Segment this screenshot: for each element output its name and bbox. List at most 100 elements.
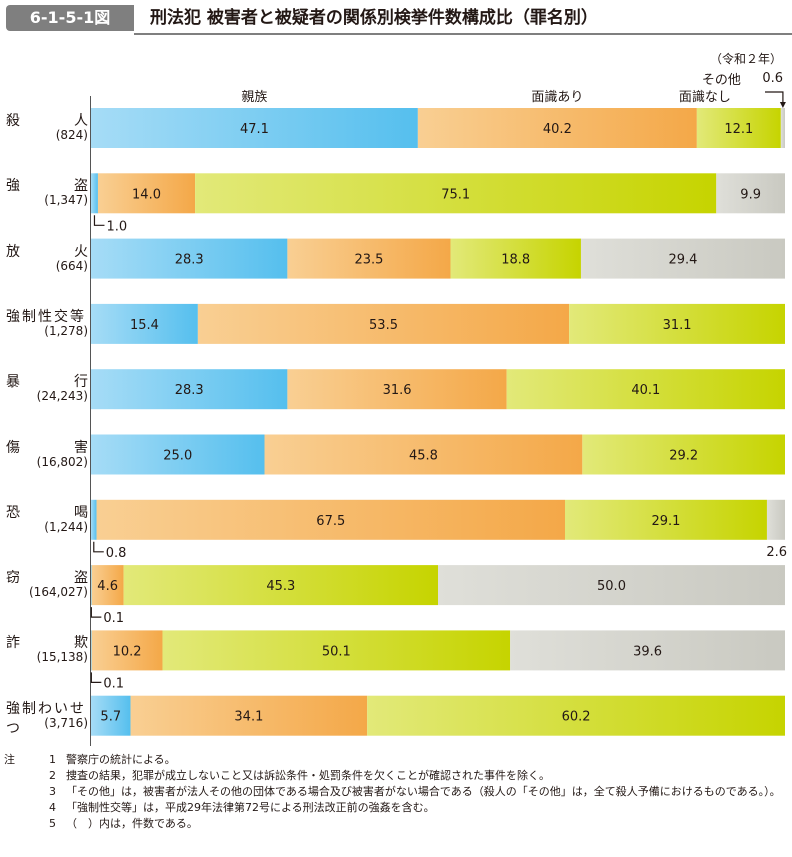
- bar-segment: [96, 499, 566, 540]
- note-text: （ ）内は，件数である。: [66, 817, 198, 830]
- note-text: 警察庁の統計による。: [66, 753, 176, 766]
- bar-segment: [367, 695, 785, 736]
- category-name: 強盗: [6, 178, 88, 195]
- category-name: 恐喝: [6, 504, 88, 521]
- bar-segment: [565, 499, 767, 540]
- bar-segment: [91, 565, 124, 606]
- bar-value-label: 45.3: [266, 579, 295, 594]
- callout-label: 0.6: [762, 71, 783, 86]
- bar-segment: [91, 630, 163, 671]
- bar-segment: [91, 173, 98, 214]
- bar-segment: [91, 108, 418, 148]
- callout-leader: [93, 215, 105, 226]
- legend-label-stranger: 面識なし: [679, 90, 731, 105]
- bar-segment: [130, 695, 368, 736]
- note-number: 3: [49, 785, 56, 798]
- bar-value-label: 29.2: [669, 449, 698, 464]
- bar-segment: [264, 434, 583, 475]
- note-row: 2 捜査の結果，犯罪が成立しないこと又は訴訟条件・処罰条件を欠くことが確認された…: [4, 768, 788, 784]
- figure-title: 刑法犯 被害者と被疑者の関係別検挙件数構成比（罪名別）: [150, 8, 598, 28]
- bar-value-label: 29.4: [669, 253, 698, 268]
- bar-segment: [195, 173, 717, 214]
- category-name: 放火: [6, 243, 88, 260]
- category-count: (824): [55, 128, 88, 142]
- bar-value-label: 31.6: [383, 383, 412, 398]
- bar-value-label: 10.2: [113, 644, 142, 659]
- category-name: 殺人: [6, 113, 88, 129]
- category-count: (664): [55, 258, 88, 273]
- bar-segment: [510, 630, 785, 671]
- note-head: [4, 784, 26, 800]
- category-name: 窃盗: [6, 570, 88, 587]
- bar-value-label: 60.2: [562, 710, 591, 725]
- bar-value-label: 39.6: [633, 644, 662, 659]
- bar-segment: [91, 369, 288, 410]
- bar-segment: [91, 303, 198, 344]
- bar-segment: [582, 434, 785, 475]
- bar-value-label: 75.1: [441, 187, 470, 202]
- category-name: 傷害: [6, 439, 88, 456]
- bar-segment: [91, 238, 288, 279]
- bar-value-label: 12.1: [724, 122, 753, 137]
- bar-segment: [287, 238, 451, 279]
- category-count: (16,802): [36, 454, 88, 469]
- bar-segment: [696, 108, 781, 148]
- category-axis-line: [90, 96, 91, 746]
- bar-value-label: 29.1: [652, 514, 681, 529]
- bar-segment: [780, 108, 785, 148]
- legend-label-acquainted: 面識あり: [531, 90, 583, 105]
- header-rule: [134, 33, 792, 35]
- note-row: 3 「その他」は，被害者が法人その他の団体である場合及び被害者がない場合である（…: [4, 784, 788, 800]
- bar-segment: [123, 565, 439, 606]
- note-number: 1: [49, 753, 56, 766]
- bar-value-label: 53.5: [369, 318, 398, 333]
- bar-segment: [97, 173, 196, 214]
- callout-label: 0.8: [106, 546, 127, 561]
- note-head: [4, 800, 26, 816]
- bar-value-label: 40.2: [543, 122, 572, 137]
- callout-leader: [90, 607, 102, 618]
- bar-segment: [91, 630, 92, 671]
- note-text: 捜査の結果，犯罪が成立しないこと又は訴訟条件・処罰条件を欠くことが確認された事件…: [66, 769, 550, 782]
- category-count: (15,138): [36, 650, 88, 665]
- bar-value-label: 14.0: [132, 187, 161, 202]
- bar-value-label: 67.5: [316, 514, 345, 529]
- bar-segment: [766, 499, 785, 540]
- year-note: （令和２年）: [709, 52, 782, 66]
- bar-segment: [450, 238, 581, 279]
- bar-value-label: 23.5: [354, 253, 383, 268]
- note-number: 2: [49, 769, 56, 782]
- bar-segment: [91, 499, 97, 540]
- bar-value-label: 45.8: [409, 449, 438, 464]
- category-name: 詐欺: [6, 635, 88, 652]
- bar-value-label: 31.1: [663, 318, 692, 333]
- note-text: 「その他」は，被害者が法人その他の団体である場合及び被害者がない場合である（殺人…: [66, 785, 781, 798]
- bar-segment: [438, 565, 785, 606]
- bar-segment: [287, 369, 507, 410]
- category-count: (164,027): [29, 585, 88, 600]
- bar-segment: [91, 434, 265, 475]
- bar-segment: [569, 303, 785, 344]
- note-head: [4, 768, 26, 784]
- bar-value-label: 47.1: [240, 122, 269, 137]
- note-row: 注 1 警察庁の統計による。: [4, 752, 788, 768]
- bar-value-label: 5.7: [100, 710, 121, 725]
- note-number: 4: [49, 801, 56, 814]
- bar-value-label: 18.8: [501, 253, 530, 268]
- bar-segment: [91, 695, 131, 736]
- stacked-bar-chart: 親族 面識あり 面識なし その他 47.1 40.2 12.1 0.6 14.0 75.1 9.9 1…: [90, 71, 787, 736]
- category-name: 強制わいせつ: [6, 700, 86, 737]
- callout-leader: [93, 541, 104, 553]
- note-text: 「強制性交等」は，平成29年法律第72号による刑法改正前の強姦を含む。: [66, 801, 435, 814]
- bar-segment: [162, 630, 511, 671]
- callout-leader: [90, 672, 102, 684]
- bar-value-label: 50.1: [322, 644, 351, 659]
- callout-label: 0.1: [103, 676, 124, 691]
- bar-value-label: 9.9: [740, 187, 761, 202]
- figure-header: 6-1-5-1図 刑法犯 被害者と被疑者の関係別検挙件数構成比（罪名別）: [0, 0, 792, 36]
- note-head: [4, 816, 26, 832]
- bar-value-label: 28.3: [175, 383, 204, 398]
- bar-value-label: 4.6: [97, 579, 118, 594]
- bar-segment: [417, 108, 697, 148]
- bar-segment: [580, 238, 785, 279]
